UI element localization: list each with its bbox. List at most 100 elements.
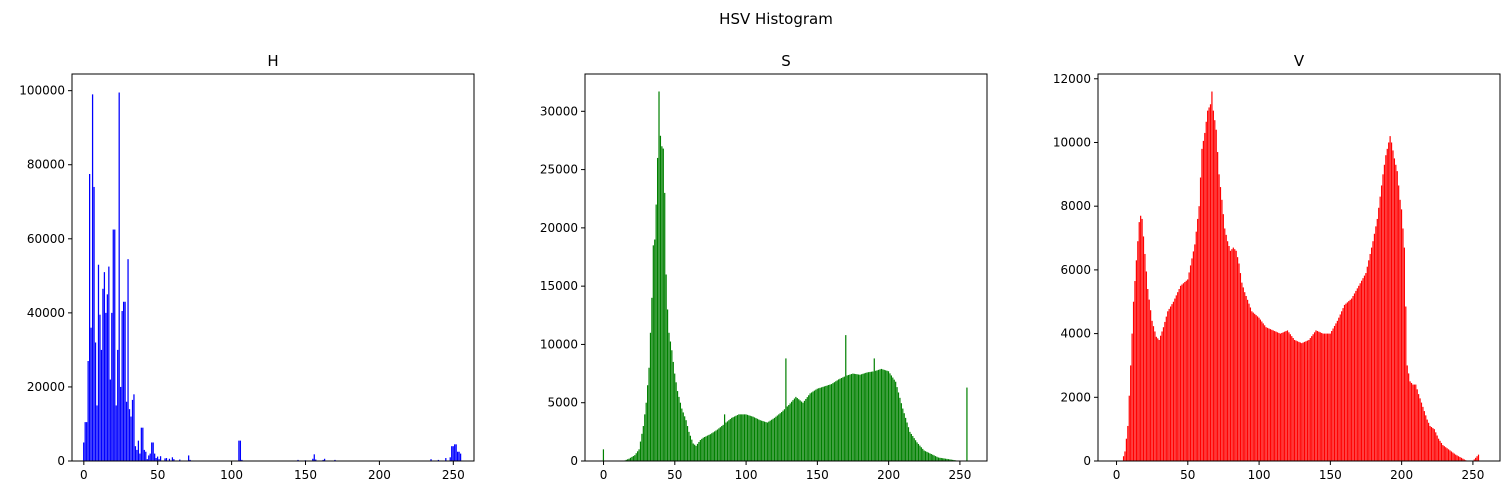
histogram-v-bar xyxy=(1141,218,1143,461)
histogram-v-bar xyxy=(1366,266,1368,461)
histogram-v-bar xyxy=(1442,445,1444,461)
histogram-h-bar xyxy=(130,416,132,461)
histogram-s-bar xyxy=(736,415,739,461)
histogram-v-bar xyxy=(1225,234,1227,461)
histogram-h-bar xyxy=(148,455,150,461)
histogram-v-bar xyxy=(1217,152,1219,462)
histogram-v-bar xyxy=(1313,332,1316,461)
histogram-h-bar xyxy=(128,409,131,461)
histogram-v-bar xyxy=(1361,280,1363,461)
histogram-v-bar xyxy=(1127,425,1129,461)
x-tick-label: 100 xyxy=(735,468,758,482)
histogram-v-bar xyxy=(1422,406,1424,461)
histogram-s-bar xyxy=(785,358,787,461)
histogram-s-bar xyxy=(651,297,653,461)
x-tick-label: 0 xyxy=(1113,468,1121,482)
x-tick-label: 150 xyxy=(806,468,829,482)
histogram-v-bar xyxy=(1202,140,1204,461)
histogram-s-bar xyxy=(857,374,860,461)
x-tick-label: 250 xyxy=(442,468,465,482)
histogram-v-bar xyxy=(1218,174,1220,461)
histogram-v-bar xyxy=(1418,394,1420,461)
histogram-v-bar xyxy=(1386,148,1388,461)
histogram-s-bar xyxy=(915,440,917,461)
histogram-v-bar xyxy=(1305,341,1307,461)
histogram-s-bar xyxy=(856,374,858,461)
histogram-h-bar xyxy=(454,444,456,461)
histogram-v-bar xyxy=(1388,142,1390,462)
histogram-v-bar xyxy=(1452,452,1454,461)
histogram-v-bar xyxy=(1447,449,1450,461)
histogram-h-bar xyxy=(117,349,119,461)
histogram-s-bar xyxy=(822,386,824,461)
histogram-v-bar xyxy=(1425,415,1427,461)
histogram-h-bar xyxy=(137,440,140,461)
histogram-v-bar xyxy=(1272,330,1274,461)
histogram-s-bar xyxy=(706,435,709,461)
histogram-v-bar xyxy=(1192,251,1195,461)
histogram-s-bar xyxy=(692,443,694,461)
histogram-s-bar xyxy=(932,454,934,461)
histogram-v-bar xyxy=(1207,110,1209,461)
histogram-v-bar xyxy=(1262,323,1264,461)
histogram-h-bar xyxy=(136,449,138,461)
histogram-v-bar xyxy=(1436,435,1438,461)
histogram-v-bar xyxy=(1208,107,1210,461)
histogram-h-bar xyxy=(171,457,174,461)
y-tick-label: 4000 xyxy=(1060,327,1091,341)
histogram-v-bar xyxy=(1390,142,1393,462)
histogram-v-bar xyxy=(1355,290,1357,461)
histogram-s-bar xyxy=(792,400,794,461)
histogram-h-bar xyxy=(323,458,326,461)
histogram-v-bar xyxy=(1383,164,1386,461)
histogram-s-frame xyxy=(584,73,988,462)
figure-suptitle: HSV Histogram xyxy=(719,10,833,28)
histogram-s-bar xyxy=(644,414,646,461)
histogram-v: 0 50 100 150 200 250 0 2000 4000 6000 8000 10000 120… xyxy=(1053,52,1501,482)
histogram-v-bar xyxy=(1419,398,1421,461)
histogram-s-bar xyxy=(916,442,918,461)
histogram-s-bar xyxy=(833,382,835,461)
histogram-v-bar xyxy=(1261,321,1263,461)
histogram-h-bar xyxy=(151,442,153,461)
histogram-s-bar xyxy=(838,379,840,461)
histogram-v-bar xyxy=(1408,373,1410,461)
histogram-h-bar xyxy=(99,314,101,461)
histogram-s-bar xyxy=(865,372,867,461)
histogram-s-bar xyxy=(896,387,898,461)
histogram-v-bar xyxy=(1185,280,1187,461)
histogram-v-bar xyxy=(1138,222,1140,461)
histogram-s-bar xyxy=(756,418,758,461)
histogram-h-bar xyxy=(238,440,240,461)
histogram-v-bar xyxy=(1232,247,1234,461)
histogram-v-bar xyxy=(1274,331,1276,461)
histogram-s-bar xyxy=(813,390,816,461)
histogram-v-bar xyxy=(1256,316,1259,461)
histogram-h-bar xyxy=(168,458,171,461)
histogram-s-bar xyxy=(905,417,907,461)
histogram-h-bar xyxy=(179,459,181,461)
histogram-v-bar xyxy=(1219,187,1222,461)
histogram-v-bar xyxy=(1160,335,1162,461)
histogram-s-bar xyxy=(649,332,652,461)
histogram-h-bar xyxy=(133,394,135,461)
histogram-v-bar xyxy=(1406,365,1408,461)
histogram-v-bar xyxy=(1128,395,1130,461)
y-tick-label: 10000 xyxy=(540,337,578,351)
histogram-v-bar xyxy=(1209,104,1212,461)
histogram-v-bar xyxy=(1281,332,1283,461)
histogram-h-bar xyxy=(457,451,459,461)
histogram-s-bar xyxy=(788,405,790,461)
histogram-h-bar xyxy=(125,401,128,461)
histogram-s-bar xyxy=(712,432,714,461)
histogram-v-bar xyxy=(1400,209,1403,461)
histogram-s-bar xyxy=(867,372,870,461)
histogram-v-bar xyxy=(1423,411,1425,461)
histogram-s-bar xyxy=(919,445,921,461)
histogram-v-bar xyxy=(1122,456,1125,461)
histogram-h-bar xyxy=(93,186,95,461)
histogram-v-bar xyxy=(1311,336,1313,461)
histogram-v-bar xyxy=(1150,310,1152,461)
histogram-s-bar xyxy=(752,416,754,461)
histogram-v-bar xyxy=(1291,336,1293,461)
